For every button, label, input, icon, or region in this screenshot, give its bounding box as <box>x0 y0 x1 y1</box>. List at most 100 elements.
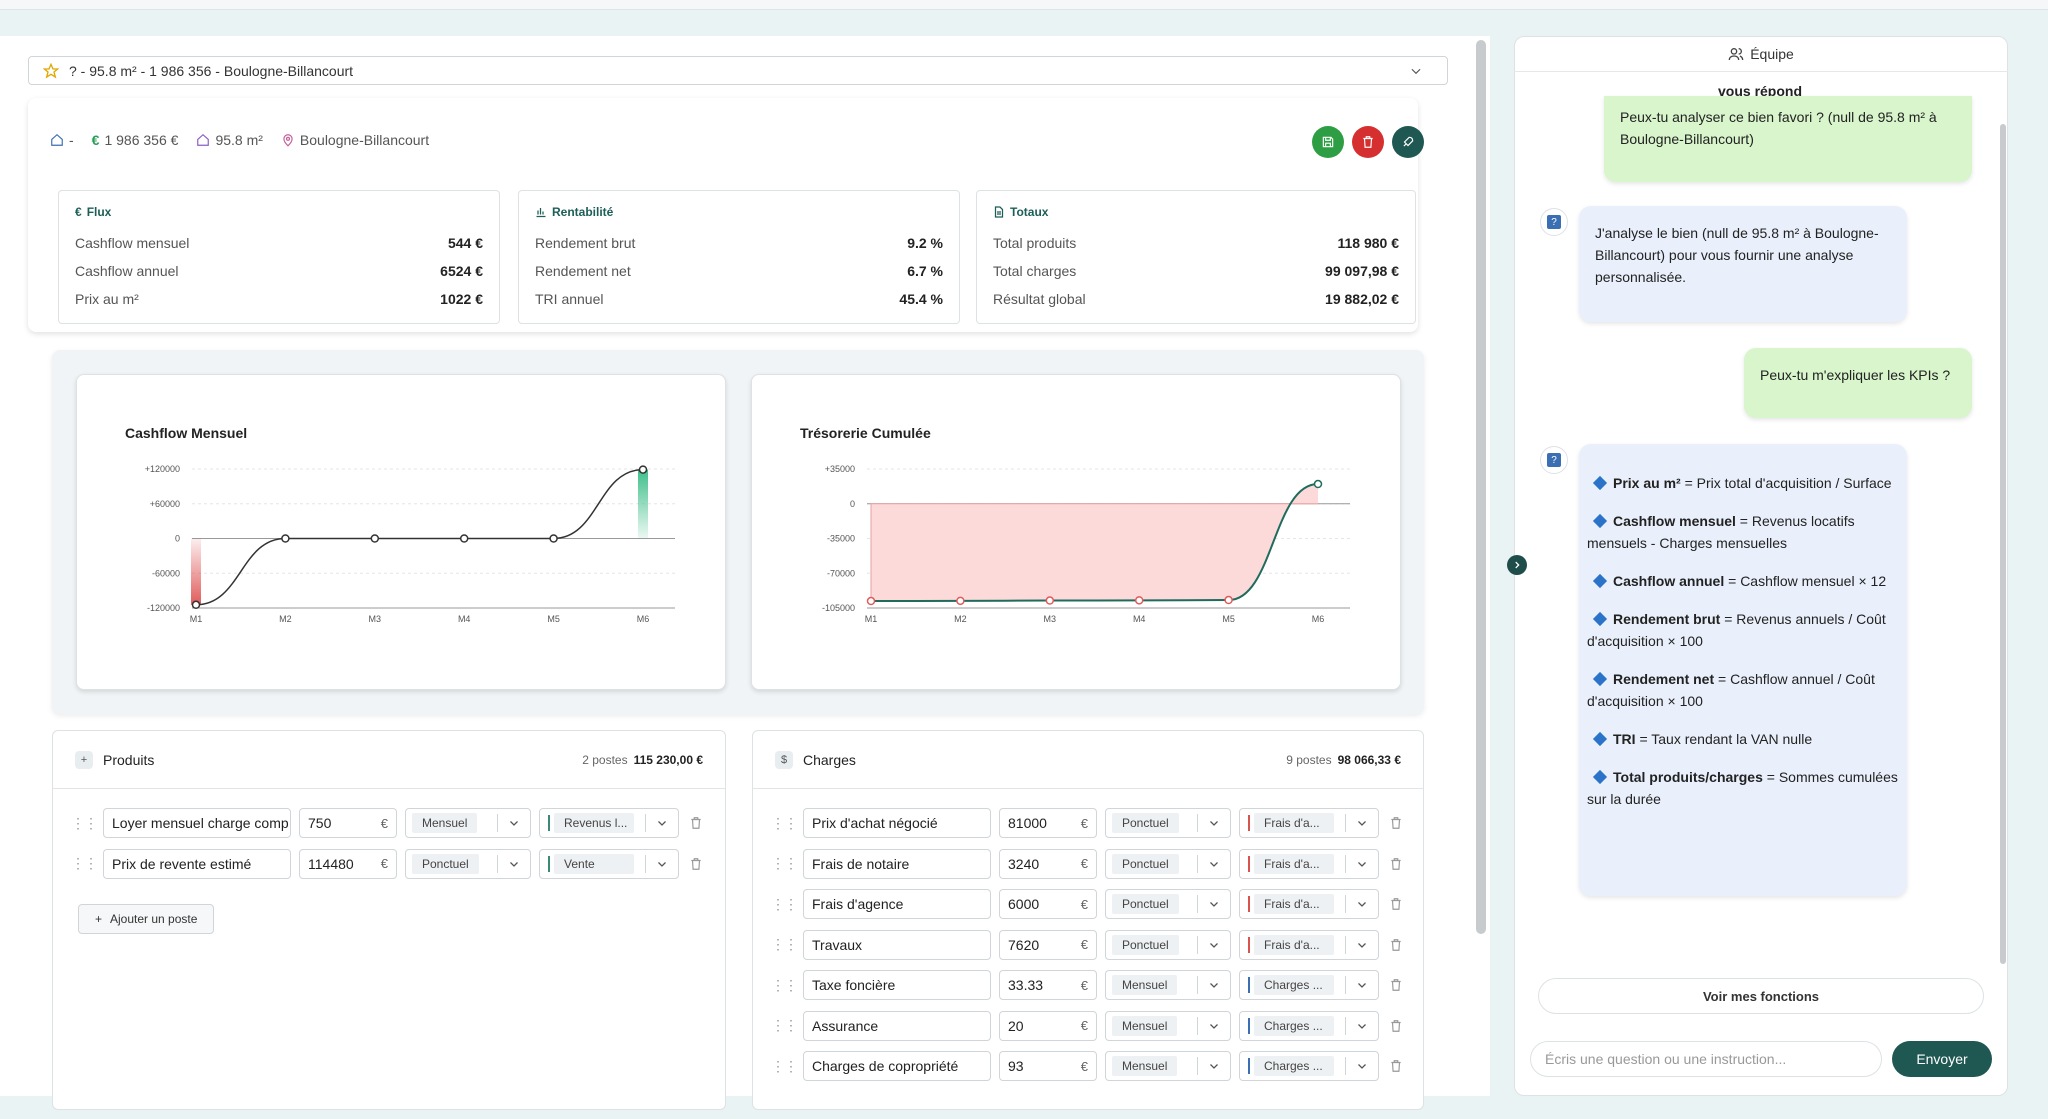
select-divider <box>1345 854 1346 873</box>
delete-poste-button[interactable] <box>1389 1059 1403 1073</box>
select-divider <box>1345 895 1346 913</box>
map-pin-icon <box>283 134 293 147</box>
launch-button[interactable] <box>1392 126 1424 158</box>
property-selector[interactable]: ? - 95.8 m² - 1 986 356 - Boulogne-Billa… <box>28 56 1448 85</box>
send-button[interactable]: Envoyer <box>1892 1041 1992 1077</box>
frequency-select[interactable]: Ponctuel <box>1105 889 1231 919</box>
poste-amount-input[interactable]: 7620 € <box>999 929 1097 960</box>
drag-handle-icon[interactable]: ⋮⋮ <box>771 1017 798 1033</box>
kpi-term: Cashflow annuel <box>1613 573 1725 589</box>
category-color-bar <box>1248 977 1250 993</box>
property-meta: - € 1 986 356 € 95.8 m² Boulogne-Billanc… <box>50 132 429 148</box>
poste-row: ⋮⋮ Prix d'achat négocié 81000 € Ponctuel Frai… <box>753 806 1403 840</box>
drag-handle-icon[interactable]: ⋮⋮ <box>771 855 798 871</box>
drag-handle-icon[interactable]: ⋮⋮ <box>71 855 98 871</box>
category-select[interactable]: Frais d'a... <box>1239 929 1379 960</box>
poste-name-input[interactable]: Prix d'achat négocié <box>803 808 991 838</box>
produits-title: Produits <box>103 751 155 768</box>
home-icon <box>51 133 63 146</box>
kpi-row: Cashflow mensuel 544 € <box>75 229 483 257</box>
poste-amount-input[interactable]: 114480 € <box>299 848 397 879</box>
kpi-row: Total charges 99 097,98 € <box>993 257 1399 285</box>
frequency-select[interactable]: Mensuel <box>1105 970 1231 1000</box>
drag-handle-icon[interactable]: ⋮⋮ <box>771 814 798 831</box>
kpi-explanation: Total produits/charges = Sommes cumulées… <box>1587 766 1899 810</box>
poste-amount-input[interactable]: 81000 € <box>999 808 1097 838</box>
y-tick-label: -70000 <box>827 568 855 578</box>
category-select[interactable]: Frais d'a... <box>1239 808 1379 838</box>
delete-poste-button[interactable] <box>1389 978 1403 992</box>
category-select[interactable]: Charges ... <box>1239 1051 1379 1081</box>
delete-poste-button[interactable] <box>1389 857 1403 871</box>
select-divider <box>1197 854 1198 873</box>
collapse-panel-button[interactable] <box>1507 555 1527 575</box>
frequency-select[interactable]: Mensuel <box>1105 1051 1231 1081</box>
chart-tresorerie: +35000 0 -35000 -70000 -105000 M1 M2 M3 M4 M5 M6 <box>822 464 1350 624</box>
functions-button[interactable]: Voir mes fonctions <box>1538 978 1984 1014</box>
chevron-down-icon <box>1210 861 1218 867</box>
delete-poste-button[interactable] <box>1389 897 1403 911</box>
frequency-select[interactable]: Mensuel <box>1105 1010 1231 1041</box>
category-select[interactable]: Frais d'a... <box>1239 889 1379 919</box>
meta-city-value: Boulogne-Billancourt <box>299 132 430 148</box>
delete-poste-button[interactable] <box>1389 1019 1403 1033</box>
poste-name-input[interactable]: Frais de notaire <box>803 848 991 879</box>
select-divider <box>1197 814 1198 832</box>
poste-name-input[interactable]: Loyer mensuel charge comp <box>103 808 291 838</box>
rocket-icon <box>1403 136 1414 147</box>
save-button[interactable] <box>1312 126 1344 158</box>
drag-handle-icon[interactable]: ⋮⋮ <box>771 936 798 952</box>
drag-handle-icon[interactable]: ⋮⋮ <box>71 814 98 831</box>
drag-handle-icon[interactable]: ⋮⋮ <box>771 1057 798 1074</box>
delete-button[interactable] <box>1352 126 1384 158</box>
delete-poste-button[interactable] <box>689 816 703 830</box>
poste-amount-input[interactable]: 3240 € <box>999 848 1097 879</box>
category-select[interactable]: Revenus l... <box>539 808 679 838</box>
poste-amount-input[interactable]: 6000 € <box>999 889 1097 919</box>
poste-amount-input[interactable]: 20 € <box>999 1010 1097 1041</box>
chat-input[interactable]: Écris une question ou une instruction... <box>1530 1041 1882 1077</box>
diamond-icon <box>1592 513 1608 529</box>
bar-M6 <box>638 469 648 539</box>
category-select[interactable]: Charges ... <box>1239 970 1379 1000</box>
delete-poste-button[interactable] <box>689 857 703 871</box>
chat-scrollbar[interactable] <box>2000 124 2006 964</box>
category-select[interactable]: Vente <box>539 848 679 879</box>
kpi-definition: = Taux rendant la VAN nulle <box>1635 731 1813 747</box>
poste-name: Loyer mensuel charge comp <box>112 815 289 831</box>
drag-handle-icon[interactable]: ⋮⋮ <box>771 895 798 912</box>
frequency-value: Mensuel <box>1112 1015 1178 1036</box>
select-chevron <box>1198 817 1230 829</box>
add-poste-button[interactable]: + Ajouter un poste <box>78 904 215 934</box>
poste-name-input[interactable]: Prix de revente estimé <box>103 848 291 879</box>
frequency-select[interactable]: Mensuel <box>405 808 531 838</box>
poste-amount-input[interactable]: 93 € <box>999 1051 1097 1081</box>
assistant-message: J'analyse le bien (null de 95.8 m² à Bou… <box>1579 206 1907 322</box>
series-line <box>195 468 644 606</box>
category-color-bar <box>1248 855 1250 872</box>
poste-name-input[interactable]: Charges de copropriété <box>803 1051 991 1081</box>
assistant-avatar: ? <box>1540 208 1568 236</box>
drag-handle-icon[interactable]: ⋮⋮ <box>771 976 798 993</box>
frequency-select[interactable]: Ponctuel <box>1105 808 1231 838</box>
poste-amount: 7620 <box>1008 936 1040 953</box>
frequency-select[interactable]: Ponctuel <box>1105 929 1231 960</box>
main-scrollbar[interactable] <box>1476 40 1486 934</box>
poste-name-input[interactable]: Travaux <box>803 929 991 960</box>
poste-name-input[interactable]: Taxe foncière <box>803 970 991 1000</box>
poste-name-input[interactable]: Frais d'agence <box>803 889 991 919</box>
poste-amount: 93 <box>1008 1058 1024 1074</box>
delete-poste-button[interactable] <box>1389 816 1403 830</box>
select-divider <box>1197 1016 1198 1035</box>
kpi-explanation: Prix au m² = Prix total d'acquisition / … <box>1587 472 1899 494</box>
category-select[interactable]: Charges ... <box>1239 1010 1379 1041</box>
poste-amount-input[interactable]: 750 € <box>299 808 397 838</box>
poste-amount-input[interactable]: 33.33 € <box>999 970 1097 1000</box>
frequency-select[interactable]: Ponctuel <box>1105 848 1231 879</box>
frequency-select[interactable]: Ponctuel <box>405 848 531 879</box>
kpi-flux: € Flux Cashflow mensuel 544 € Cashflow ann… <box>58 190 500 324</box>
poste-name-input[interactable]: Assurance <box>803 1010 991 1041</box>
poste-name: Frais d'agence <box>812 896 904 912</box>
delete-poste-button[interactable] <box>1389 938 1403 952</box>
category-select[interactable]: Frais d'a... <box>1239 848 1379 879</box>
